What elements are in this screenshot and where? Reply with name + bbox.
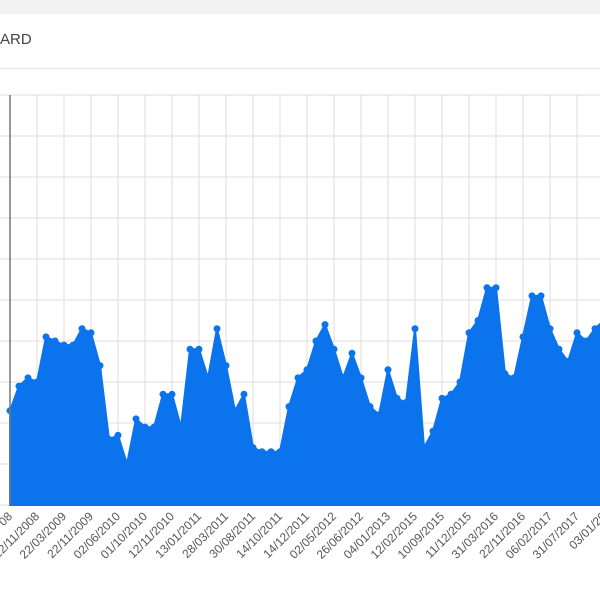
data-point xyxy=(123,460,131,468)
card-header: ARD xyxy=(0,14,600,69)
data-point xyxy=(222,362,230,370)
data-point xyxy=(591,325,599,333)
data-point xyxy=(420,444,428,452)
data-point xyxy=(150,423,158,431)
data-point xyxy=(393,394,401,402)
data-point xyxy=(105,435,113,443)
data-point xyxy=(204,374,212,382)
data-point xyxy=(159,390,167,398)
data-point xyxy=(447,390,455,398)
data-point xyxy=(501,370,509,378)
data-point xyxy=(177,423,185,431)
data-point xyxy=(276,448,284,456)
x-tick-label: 08 xyxy=(0,509,15,529)
data-point xyxy=(348,349,356,357)
area xyxy=(9,286,600,506)
data-point xyxy=(564,358,572,365)
data-point xyxy=(249,444,257,452)
data-point xyxy=(60,341,68,349)
data-point xyxy=(483,284,491,292)
data-point xyxy=(141,423,149,431)
data-point xyxy=(474,317,482,324)
data-point xyxy=(429,427,437,435)
data-point xyxy=(519,333,527,341)
data-point xyxy=(285,403,293,411)
data-point xyxy=(240,390,248,398)
card-title: ARD xyxy=(0,31,32,48)
data-point xyxy=(33,378,41,386)
data-point xyxy=(402,399,410,406)
data-point xyxy=(492,284,500,292)
data-point xyxy=(231,407,239,415)
data-point xyxy=(186,345,194,353)
data-point xyxy=(303,366,311,374)
data-point xyxy=(456,378,464,386)
data-point xyxy=(528,292,536,300)
data-point xyxy=(87,329,95,337)
data-point xyxy=(114,431,122,439)
data-point xyxy=(384,366,392,374)
data-point xyxy=(582,337,590,345)
data-point xyxy=(69,341,77,349)
data-point xyxy=(267,448,275,456)
data-point xyxy=(96,362,104,370)
data-point xyxy=(294,374,302,382)
data-point xyxy=(375,411,383,419)
data-point xyxy=(132,415,140,423)
data-point xyxy=(573,329,581,337)
data-point xyxy=(339,374,347,382)
data-point xyxy=(546,325,554,333)
data-point xyxy=(258,448,266,456)
data-point xyxy=(168,390,176,398)
data-point xyxy=(213,325,221,333)
data-point xyxy=(411,325,419,333)
data-point xyxy=(366,403,374,411)
data-point xyxy=(321,321,329,329)
data-point xyxy=(555,345,563,353)
data-point xyxy=(330,345,338,353)
data-point xyxy=(438,394,446,402)
data-point xyxy=(78,325,86,333)
data-point xyxy=(357,374,365,382)
data-point xyxy=(312,337,320,345)
data-point xyxy=(42,333,50,341)
data-point xyxy=(15,382,23,390)
data-point xyxy=(24,374,32,382)
data-point xyxy=(510,374,518,382)
data-point xyxy=(465,329,473,337)
data-point xyxy=(195,345,203,353)
data-point xyxy=(537,292,545,300)
data-point xyxy=(51,337,59,345)
